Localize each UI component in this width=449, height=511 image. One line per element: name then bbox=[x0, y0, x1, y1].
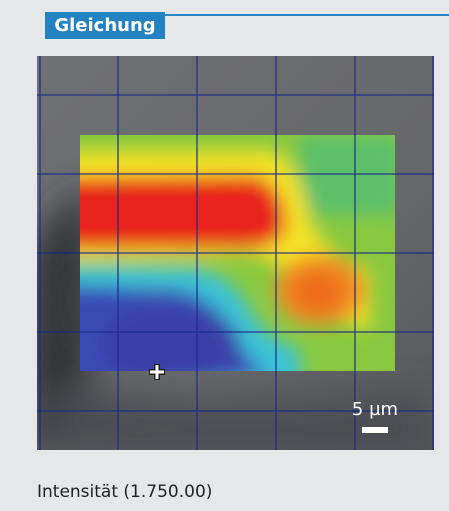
status-label: Intensität (1.750.00) bbox=[37, 482, 212, 502]
scale-label: 5 µm bbox=[352, 399, 398, 420]
image: 5 µm bbox=[30, 56, 440, 460]
tab-label[interactable]: Gleichung bbox=[54, 15, 155, 36]
panel: Gleichung bbox=[0, 0, 449, 511]
scale-bar bbox=[362, 427, 388, 433]
page: Gleichung bbox=[0, 0, 449, 511]
heatmap bbox=[60, 135, 400, 400]
